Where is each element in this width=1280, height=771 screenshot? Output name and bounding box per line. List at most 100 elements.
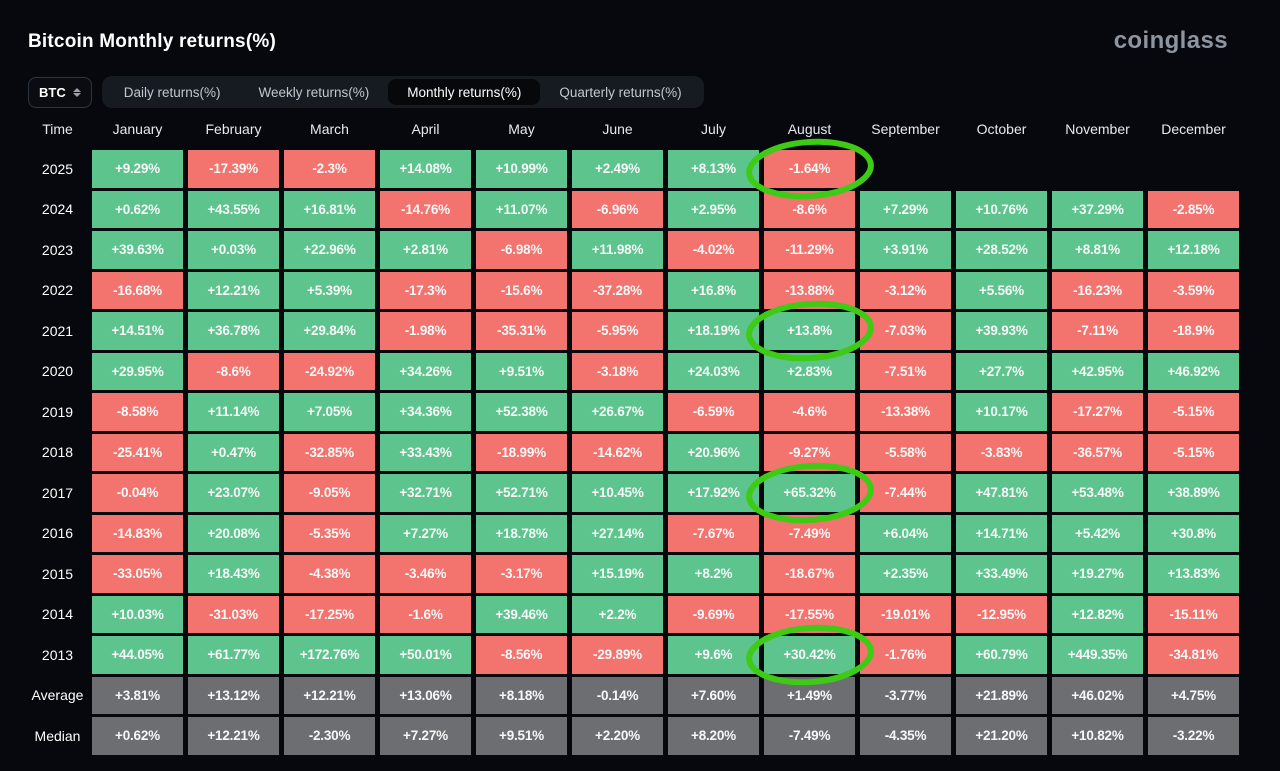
symbol-select-value: BTC bbox=[39, 84, 66, 100]
row-label: 2016 bbox=[41, 525, 74, 542]
row-label: Median bbox=[34, 727, 81, 744]
heatmap-cell: +11.07% bbox=[476, 190, 567, 228]
heatmap-cell: +46.92% bbox=[1148, 352, 1239, 390]
heatmap-cell: +10.76% bbox=[956, 190, 1047, 228]
heatmap-cell: +7.60% bbox=[668, 676, 759, 714]
heatmap-cell: +8.81% bbox=[1052, 231, 1143, 269]
heatmap-cell: -9.27% bbox=[764, 433, 855, 471]
tab-monthly-returns[interactable]: Monthly returns(%) bbox=[388, 79, 541, 105]
row-label: 2019 bbox=[41, 403, 74, 420]
heatmap-cell: +9.29% bbox=[92, 150, 183, 188]
heatmap-cell: +20.96% bbox=[668, 433, 759, 471]
heatmap-cell: -11.29% bbox=[764, 231, 855, 269]
row-label: 2017 bbox=[41, 484, 74, 501]
heatmap-cell: +2.20% bbox=[572, 717, 663, 755]
heatmap-cell: +2.81% bbox=[380, 231, 471, 269]
heatmap-cell: -5.15% bbox=[1148, 433, 1239, 471]
heatmap-cell: -7.51% bbox=[860, 352, 951, 390]
heatmap-cell: -3.83% bbox=[956, 433, 1047, 471]
row-label: 2014 bbox=[41, 606, 74, 623]
heatmap-cell: +32.71% bbox=[380, 474, 471, 512]
heatmap-cell: +16.81% bbox=[284, 190, 375, 228]
heatmap-row-2014: 2014 +10.03% -31.03% -17.25% -1.6% +39.46% +2.… bbox=[28, 595, 1239, 633]
heatmap-cell bbox=[1148, 150, 1239, 188]
updown-chevron-icon bbox=[72, 87, 81, 97]
tab-weekly-returns[interactable]: Weekly returns(%) bbox=[258, 84, 370, 100]
heatmap-cell: +10.82% bbox=[1052, 717, 1143, 755]
heatmap-cell: +28.52% bbox=[956, 231, 1047, 269]
heatmap-cell: -5.58% bbox=[860, 433, 951, 471]
row-label: 2023 bbox=[41, 241, 74, 258]
column-header-december: December bbox=[1161, 121, 1226, 137]
row-label: 2022 bbox=[41, 282, 74, 299]
heatmap-cell: +4.75% bbox=[1148, 676, 1239, 714]
heatmap-cell: +53.48% bbox=[1052, 474, 1143, 512]
heatmap-cell: -4.35% bbox=[860, 717, 951, 755]
column-header-november: November bbox=[1065, 121, 1130, 137]
heatmap-cell: +9.6% bbox=[668, 636, 759, 674]
heatmap-cell: +39.46% bbox=[476, 595, 567, 633]
heatmap-cell: -4.38% bbox=[284, 555, 375, 593]
heatmap-header-row: Time January February March April May June July… bbox=[28, 116, 1239, 142]
heatmap-cell: -17.55% bbox=[764, 595, 855, 633]
heatmap-cell: +3.91% bbox=[860, 231, 951, 269]
heatmap-cell: -3.59% bbox=[1148, 271, 1239, 309]
heatmap-cell: +5.39% bbox=[284, 271, 375, 309]
heatmap-cell: +30.8% bbox=[1148, 514, 1239, 552]
heatmap-cell: +43.55% bbox=[188, 190, 279, 228]
heatmap-cell: -24.92% bbox=[284, 352, 375, 390]
heatmap-cell: -7.03% bbox=[860, 312, 951, 350]
heatmap-cell: +42.95% bbox=[1052, 352, 1143, 390]
heatmap-cell: +11.14% bbox=[188, 393, 279, 431]
heatmap-cell: -3.46% bbox=[380, 555, 471, 593]
heatmap-cell: -17.27% bbox=[1052, 393, 1143, 431]
tab-daily-returns[interactable]: Daily returns(%) bbox=[123, 84, 221, 100]
heatmap-cell: +52.71% bbox=[476, 474, 567, 512]
heatmap-cell: +21.89% bbox=[956, 676, 1047, 714]
heatmap-cell: -9.69% bbox=[668, 595, 759, 633]
heatmap-row-2025: 2025 +9.29% -17.39% -2.3% +14.08% +10.99% +2.4… bbox=[28, 138, 1239, 200]
heatmap-cell: +2.2% bbox=[572, 595, 663, 633]
heatmap-cell: +12.82% bbox=[1052, 595, 1143, 633]
heatmap-cell: +9.51% bbox=[476, 352, 567, 390]
heatmap-cell: +27.14% bbox=[572, 514, 663, 552]
heatmap-cell: -1.98% bbox=[380, 312, 471, 350]
heatmap-row-2015: 2015 -33.05% +18.43% -4.38% -3.46% -3.17% +15.… bbox=[28, 555, 1239, 593]
heatmap-row-2013: 2013 +44.05% +61.77% +172.76% +50.01% -8.56% -… bbox=[28, 624, 1239, 686]
heatmap-cell: -15.6% bbox=[476, 271, 567, 309]
heatmap-row-2022: 2022 -16.68% +12.21% +5.39% -17.3% -15.6% -37.… bbox=[28, 271, 1239, 309]
heatmap-cell: -8.6% bbox=[188, 352, 279, 390]
heatmap-row-average: Average +3.81% +13.12% +12.21% +13.06% +8.18%… bbox=[28, 676, 1239, 714]
heatmap-cell: +13.12% bbox=[188, 676, 279, 714]
heatmap-cell: -3.22% bbox=[1148, 717, 1239, 755]
heatmap-cell: +8.20% bbox=[668, 717, 759, 755]
heatmap-row-2017: 2017 -0.04% +23.07% -9.05% +32.71% +52.71% +10… bbox=[28, 462, 1239, 524]
column-header-february: February bbox=[205, 121, 262, 137]
heatmap-cell: +449.35% bbox=[1052, 636, 1143, 674]
heatmap-cell: +65.32% bbox=[745, 462, 874, 524]
heatmap-cell: +19.27% bbox=[1052, 555, 1143, 593]
tab-quarterly-returns[interactable]: Quarterly returns(%) bbox=[559, 84, 682, 100]
heatmap-cell: +2.49% bbox=[572, 150, 663, 188]
heatmap-row-2024: 2024 +0.62% +43.55% +16.81% -14.76% +11.07% -6… bbox=[28, 190, 1239, 228]
heatmap-cell: -18.9% bbox=[1148, 312, 1239, 350]
heatmap-cell: +44.05% bbox=[92, 636, 183, 674]
heatmap-cell: -5.35% bbox=[284, 514, 375, 552]
heatmap-cell: +23.07% bbox=[188, 474, 279, 512]
heatmap-cell: +20.08% bbox=[188, 514, 279, 552]
heatmap-row-2019: 2019 -8.58% +11.14% +7.05% +34.36% +52.38% +26… bbox=[28, 393, 1239, 431]
heatmap-cell: +39.63% bbox=[92, 231, 183, 269]
column-header-september: September bbox=[871, 121, 940, 137]
row-label: 2024 bbox=[41, 201, 74, 218]
heatmap-cell: -7.11% bbox=[1052, 312, 1143, 350]
symbol-select[interactable]: BTC bbox=[28, 76, 92, 108]
heatmap-cell: +29.95% bbox=[92, 352, 183, 390]
heatmap-row-2020: 2020 +29.95% -8.6% -24.92% +34.26% +9.51% -3.1… bbox=[28, 352, 1239, 390]
heatmap-cell: +0.62% bbox=[92, 717, 183, 755]
heatmap-cell: +27.7% bbox=[956, 352, 1047, 390]
heatmap-cell bbox=[956, 150, 1047, 188]
heatmap-cell: +8.18% bbox=[476, 676, 567, 714]
returns-period-tabs: Daily returns(%) Weekly returns(%) Monthly… bbox=[101, 76, 704, 108]
heatmap-cell: +14.71% bbox=[956, 514, 1047, 552]
